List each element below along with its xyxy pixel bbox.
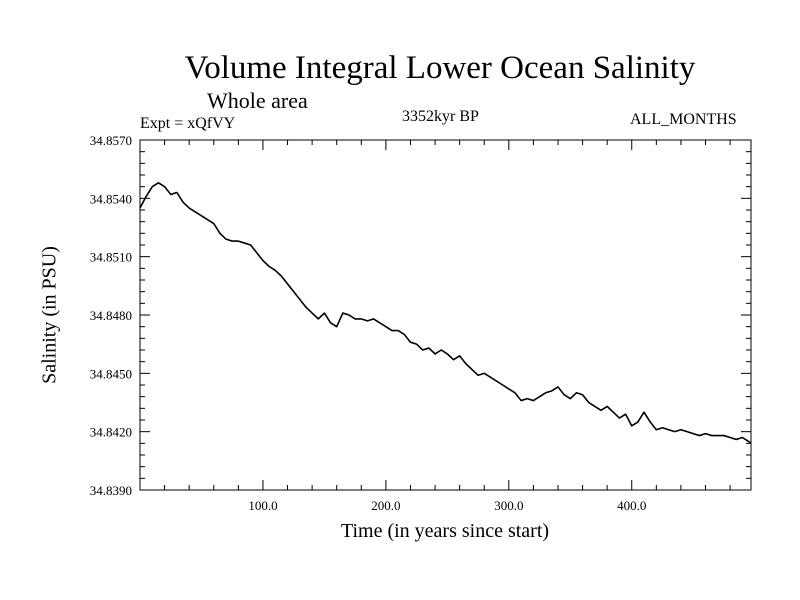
y-tick-label: 34.8480: [90, 308, 132, 323]
y-tick-label: 34.8570: [90, 133, 132, 148]
y-tick-label: 34.8450: [90, 366, 132, 381]
y-tick-label: 34.8390: [90, 483, 132, 498]
y-tick-label: 34.8540: [90, 191, 132, 206]
x-tick-label: 200.0: [371, 498, 400, 513]
plot-frame: [139, 139, 752, 491]
x-tick-label: 100.0: [248, 498, 277, 513]
salinity-series-line: [139, 181, 752, 444]
season-label: ALL_MONTHS: [630, 111, 737, 128]
y-tick-label: 34.8510: [90, 250, 132, 265]
x-tick-label: 300.0: [494, 498, 523, 513]
axis-ticks: [140, 139, 751, 491]
x-tick-label: 400.0: [617, 498, 646, 513]
x-axis-label: Time (in years since start): [340, 520, 550, 542]
period-label: 3352kyr BP: [402, 108, 479, 125]
chart-title: Volume Integral Lower Ocean Salinity: [184, 50, 696, 86]
experiment-label: Expt = xQfVY: [140, 115, 236, 132]
y-tick-label: 34.8420: [90, 425, 132, 440]
chart-subtitle: Whole area: [207, 88, 308, 113]
axis-tick-labels: 100.0 200.0 300.0 400.0 34.8390 34.8420 34.845…: [90, 133, 647, 513]
